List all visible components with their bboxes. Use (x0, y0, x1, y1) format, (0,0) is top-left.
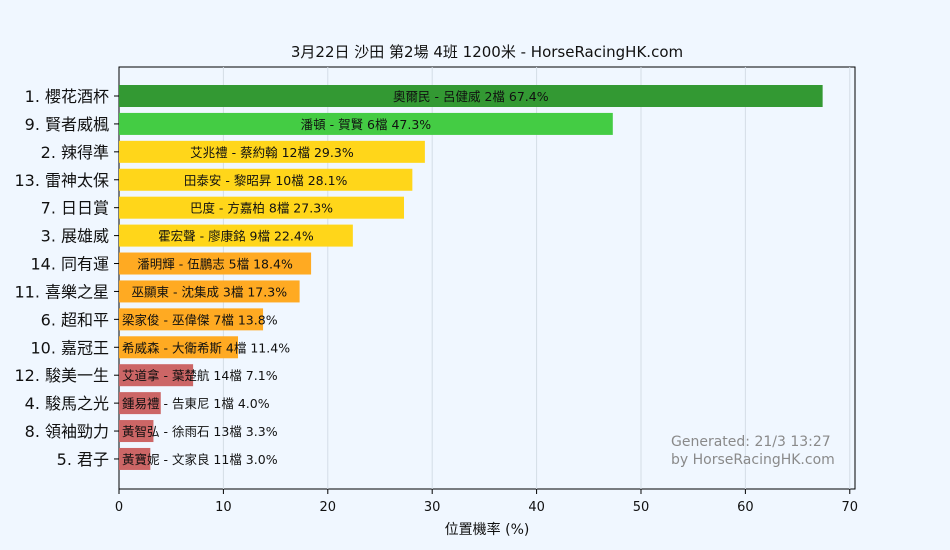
y-tick-label: 1. 櫻花酒杯 (25, 87, 109, 106)
bar-data-label: 黃智弘 - 徐雨石 13檔 3.3% (122, 424, 278, 439)
watermark-line-2: by HorseRacingHK.com (671, 452, 835, 468)
bar (119, 420, 154, 443)
y-tick-label: 2. 辣得準 (41, 143, 109, 162)
bar (119, 447, 151, 470)
x-tick-label: 20 (320, 500, 337, 515)
y-tick-label: 5. 君子 (57, 450, 109, 469)
bar-data-label: 巴度 - 方嘉柏 8檔 27.3% (190, 201, 333, 216)
bar-data-label: 梁家俊 - 巫偉傑 7檔 13.8% (122, 312, 278, 327)
bar-data-label: 鍾易禮 - 告東尼 1檔 4.0% (122, 396, 270, 411)
bars-group: 1. 櫻花酒杯 奧爾民 - 呂健威 2檔 67.4% 9. 賢者威楓 潘頓 - 賀賢 … (14, 85, 823, 470)
bar-data-label: 黃寶妮 - 文家良 11檔 3.0% (122, 452, 278, 467)
chart-title: 3月22日 沙田 第2場 4班 1200米 - HorseRacingHK.co… (291, 43, 683, 61)
y-tick-label: 6. 超和平 (41, 310, 109, 329)
bar (119, 85, 823, 107)
bar-data-label: 田泰安 - 黎昭昇 10檔 28.1% (184, 173, 348, 188)
x-tick-label: 70 (842, 500, 859, 515)
x-tick-label: 10 (215, 500, 232, 515)
x-tick-label: 50 (633, 500, 650, 515)
y-tick-label: 9. 賢者威楓 (25, 115, 109, 134)
bar (119, 140, 425, 163)
watermark-line-1: Generated: 21/3 13:27 (671, 434, 831, 450)
y-tick-label: 13. 雷神太保 (14, 171, 109, 190)
bar (119, 336, 239, 359)
bar (119, 252, 312, 275)
gridlines (222, 67, 851, 489)
bar (119, 112, 613, 135)
x-tick-label: 30 (424, 500, 441, 515)
y-tick-label: 10. 嘉冠王 (30, 338, 109, 357)
bar (119, 280, 300, 303)
bar (119, 392, 161, 415)
bar (119, 196, 405, 219)
y-tick-label: 12. 駿美一生 (14, 366, 109, 385)
x-tick-label: 60 (737, 500, 754, 515)
bar-data-label: 潘明輝 - 伍鵬志 5檔 18.4% (137, 257, 293, 272)
x-tick-label: 0 (115, 500, 123, 515)
y-tick-label: 14. 同有運 (30, 255, 109, 274)
y-tick-label: 11. 喜樂之星 (14, 282, 109, 301)
y-tick-label: 3. 展雄威 (41, 227, 109, 246)
x-axis-label: 位置機率 (%) (445, 521, 530, 538)
bar-data-label: 希威森 - 大衛希斯 4檔 11.4% (122, 340, 290, 355)
x-tick-label: 40 (528, 500, 545, 515)
bar-data-label: 艾道拿 - 葉楚航 14檔 7.1% (122, 368, 278, 383)
bar (119, 308, 264, 331)
bar-data-label: 艾兆禮 - 蔡約翰 12檔 29.3% (190, 145, 354, 160)
plot-area (118, 66, 856, 490)
bar-data-label: 巫顯東 - 沈集成 3檔 17.3% (132, 284, 288, 299)
y-tick-label: 4. 駿馬之光 (25, 394, 109, 413)
bar (119, 168, 413, 191)
bar-data-label: 奧爾民 - 呂健威 2檔 67.4% (393, 89, 549, 104)
y-tick-label: 8. 領袖勁力 (25, 422, 109, 441)
bar (119, 364, 194, 387)
bar-data-label: 霍宏聲 - 廖康銘 9檔 22.4% (158, 229, 314, 244)
y-tick-label: 7. 日日賞 (41, 199, 109, 218)
x-axis: 0 10 20 30 40 50 60 70 (115, 489, 858, 515)
bar-data-label: 潘頓 - 賀賢 6檔 47.3% (301, 117, 432, 132)
bar (119, 224, 353, 247)
